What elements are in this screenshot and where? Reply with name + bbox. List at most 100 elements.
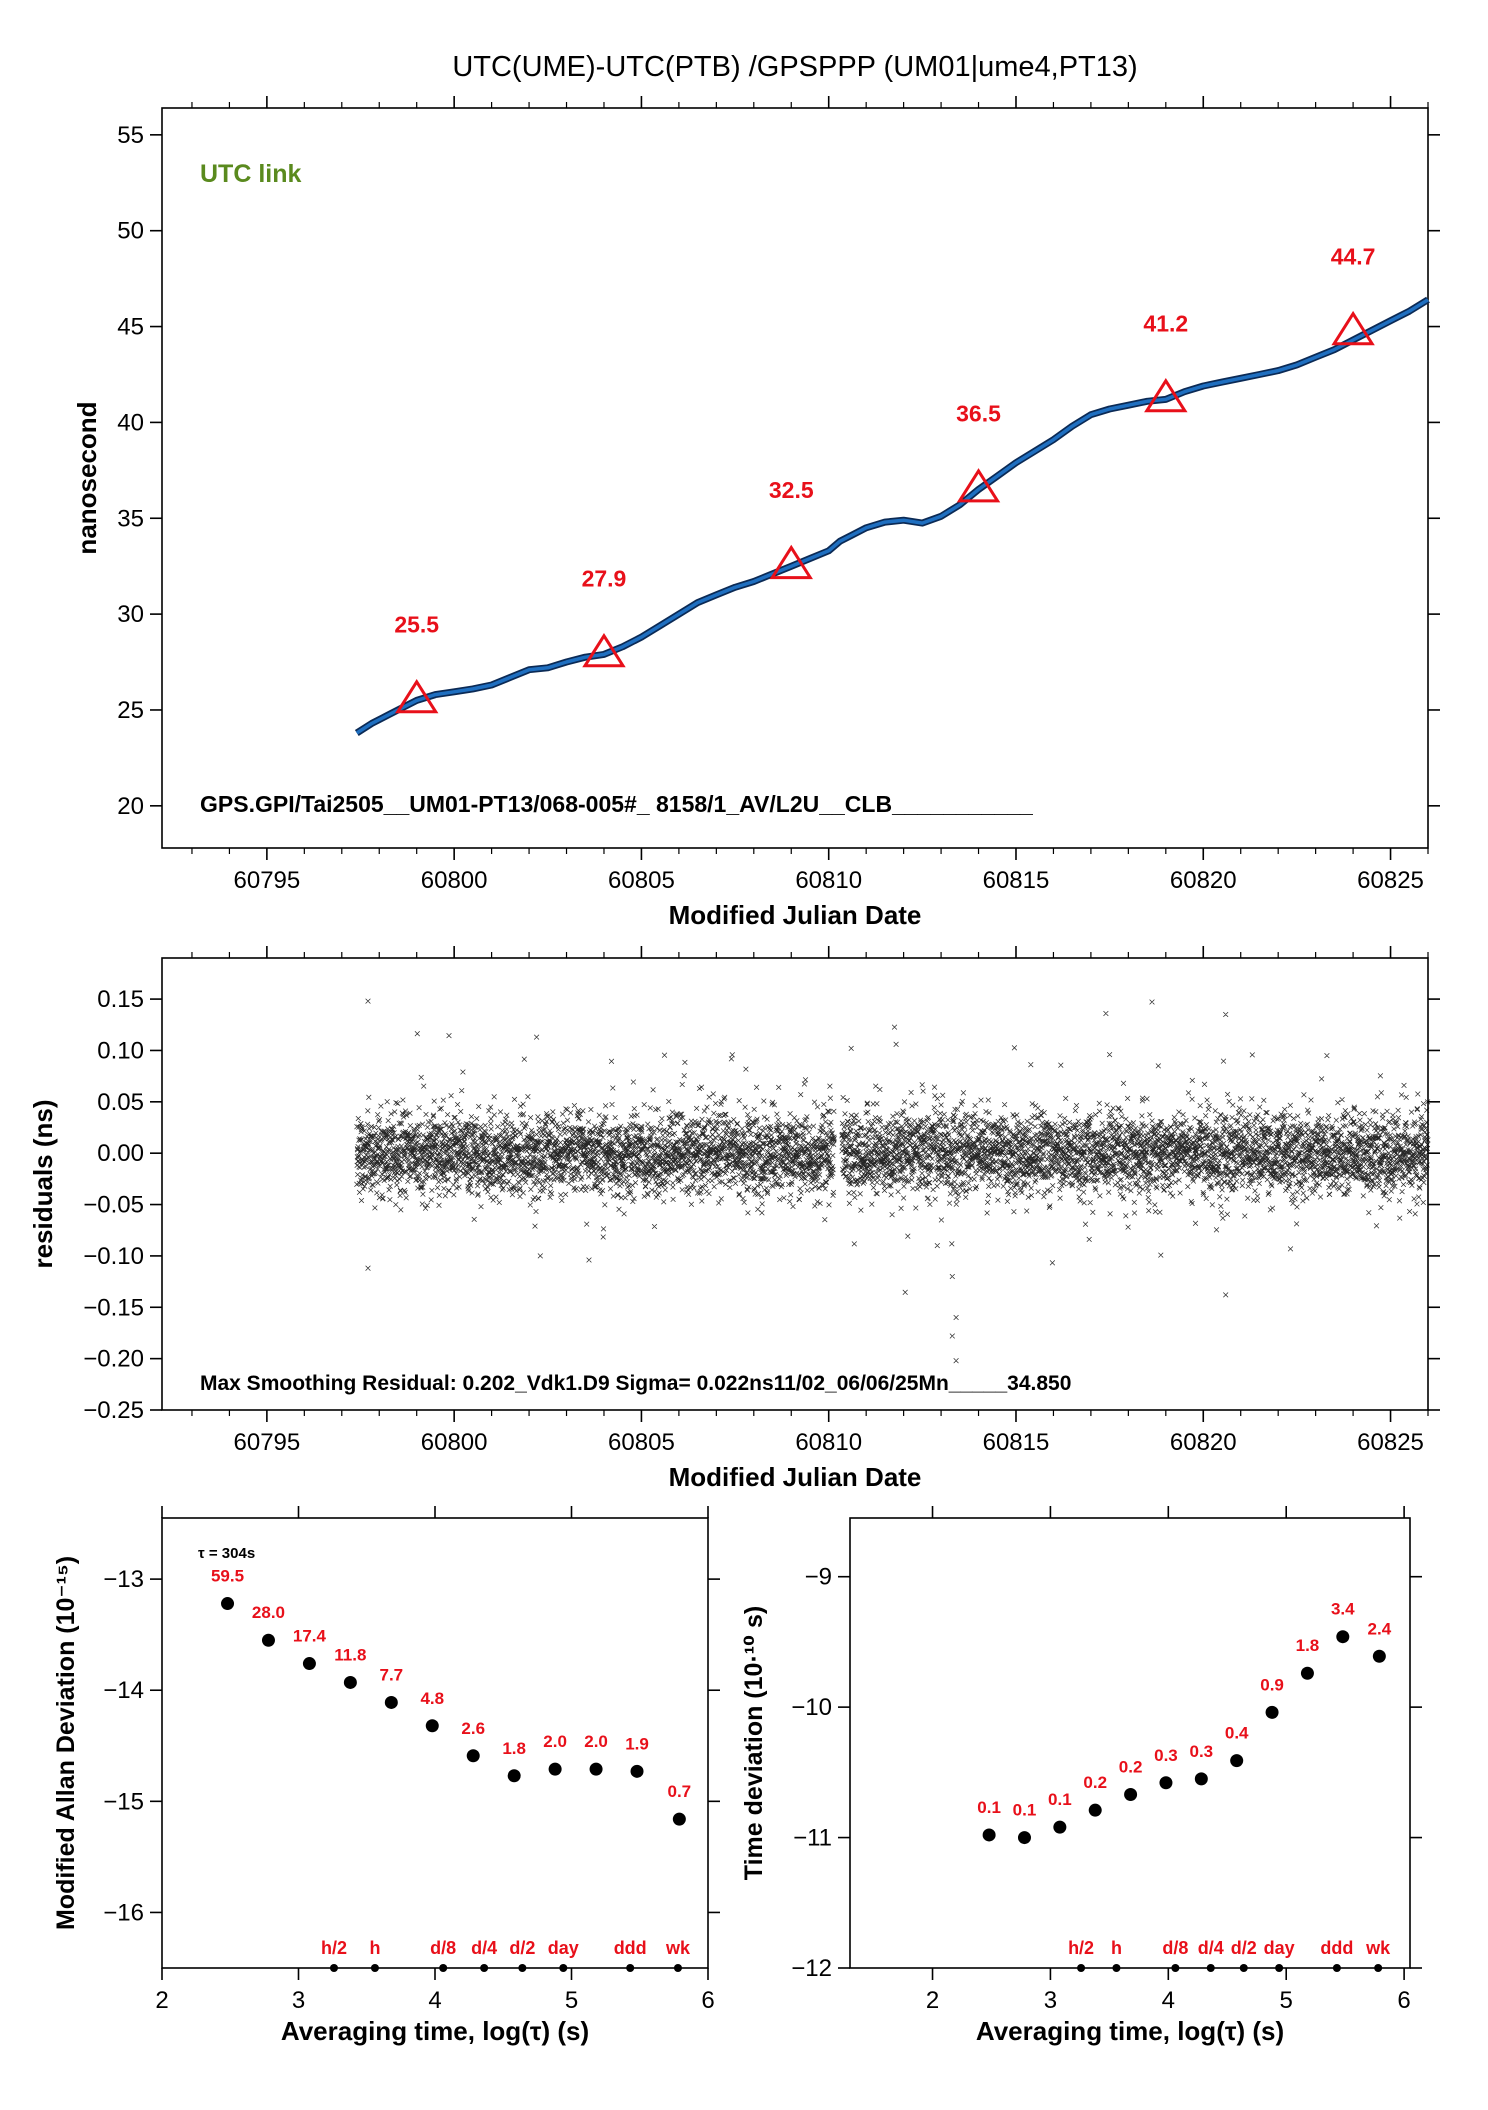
stability-point (507, 1769, 521, 1783)
stability-point (1159, 1776, 1173, 1790)
baseline-tick-dot (1171, 1964, 1180, 1972)
residuals-footer-text: Max Smoothing Residual: 0.202_Vdk1.D9 Si… (200, 1372, 1071, 1395)
y-tick-label: 30 (117, 601, 144, 628)
x-axis-label: Modified Julian Date (669, 900, 922, 930)
stability-point-label: 0.7 (668, 1782, 692, 1801)
stability-point-label: 59.5 (211, 1567, 244, 1586)
y-tick-label: 0.10 (97, 1037, 144, 1064)
chart-tdev: 2 3 4 5 6 −9 −10 −11 −12 Averaging time, log(τ) (… (740, 1506, 1422, 2046)
x-axis-label: Averaging time, log(τ) (s) (976, 2016, 1284, 2046)
stability-point-label: 0.3 (1190, 1742, 1214, 1761)
x-tick-label: 60805 (608, 1429, 675, 1456)
tau-note: τ = 304s (198, 1545, 255, 1562)
stability-point (589, 1762, 603, 1776)
series-line-outline (354, 296, 1430, 736)
x-tick-label: 5 (1280, 1987, 1293, 2014)
y-tick-label: −13 (103, 1566, 144, 1593)
x-tick-label: 2 (926, 1987, 939, 2014)
y-tick-label: −0.20 (83, 1346, 144, 1373)
y-tick-label: −10 (791, 1694, 832, 1721)
baseline-tick-label: ddd (1320, 1938, 1353, 1958)
baseline-tick-dot (1077, 1964, 1086, 1972)
baseline-tick-dot (673, 1964, 682, 1972)
page-title: UTC(UME)-UTC(PTB) /GPSPPP (UM01|ume4,PT1… (452, 51, 1137, 83)
stability-point (425, 1719, 439, 1733)
y-tick-label: −0.15 (83, 1294, 144, 1321)
chart-link: 60795 60800 60805 60810 60815 60820 60825 20 25 3… (72, 96, 1440, 930)
y-tick-label: −0.10 (83, 1243, 144, 1270)
stability-point (982, 1828, 996, 1842)
baseline-tick-label: h/2 (1068, 1938, 1094, 1958)
x-tick-label: 60820 (1170, 867, 1237, 894)
x-axis-label: Modified Julian Date (669, 1462, 922, 1492)
marker-label: 27.9 (582, 565, 627, 591)
x-tick-label: 3 (292, 1987, 305, 2014)
x-tick-label: 60805 (608, 867, 675, 894)
baseline-tick-dot (559, 1964, 568, 1972)
stability-point (1053, 1820, 1067, 1834)
baseline-tick-label: wk (665, 1938, 691, 1958)
marker-label: 36.5 (956, 401, 1001, 427)
y-tick-label: −0.25 (83, 1397, 144, 1424)
stability-point-label: 0.1 (1048, 1790, 1072, 1809)
x-tick-label: 4 (1162, 1987, 1175, 2014)
stability-point (1124, 1788, 1138, 1802)
stability-point (384, 1695, 398, 1709)
stability-point (466, 1749, 480, 1763)
x-tick-label: 60800 (421, 867, 488, 894)
stability-point (1017, 1831, 1031, 1845)
x-tick-label: 2 (155, 1987, 168, 2014)
stability-point (630, 1764, 644, 1778)
stability-point (1194, 1772, 1208, 1786)
baseline-tick-label: day (1264, 1938, 1295, 1958)
y-tick-label: 45 (117, 314, 144, 341)
stability-point (261, 1633, 275, 1647)
marker-label: 32.5 (769, 477, 814, 503)
marker-triangle (769, 544, 813, 580)
x-tick-label: 60810 (795, 867, 862, 894)
stability-point (548, 1762, 562, 1776)
y-tick-label: −15 (103, 1788, 144, 1815)
x-tick-label: 60800 (421, 1429, 488, 1456)
stability-point-label: 2.4 (1368, 1619, 1392, 1638)
x-tick-label: 3 (1044, 1987, 1057, 2014)
x-tick-label: 60825 (1357, 867, 1424, 894)
chart-residuals: 60795 60800 60805 60810 60815 60820 60825 −0.25… (28, 946, 1440, 1492)
x-tick-label: 60795 (234, 867, 301, 894)
stability-point-label: 2.6 (461, 1719, 485, 1738)
marker-label: 25.5 (394, 611, 439, 637)
y-tick-label: 0.05 (97, 1089, 144, 1116)
chart-mdev: 2 3 4 5 6 −13 −14 −15 −16 Averaging time, log(τ) … (52, 1506, 720, 2046)
baseline-tick-dot (518, 1964, 527, 1972)
baseline-tick-dot (626, 1964, 635, 1972)
y-tick-label: −9 (805, 1564, 832, 1591)
y-axis-label: Modified Allan Deviation (10⁻¹⁵) (52, 1556, 80, 1930)
baseline-tick-dot (1112, 1964, 1121, 1972)
baseline-tick-label: h (369, 1938, 380, 1958)
y-axis-label: Time deviation (10·¹⁰ s) (740, 1606, 768, 1880)
y-tick-label: 0.15 (97, 986, 144, 1013)
baseline-tick-label: d/4 (471, 1938, 497, 1958)
y-tick-label: −14 (103, 1677, 144, 1704)
baseline-tick-dot (370, 1964, 379, 1972)
marker-triangle (1331, 310, 1375, 346)
stability-point (1230, 1754, 1244, 1768)
x-tick-label: 60810 (795, 1429, 862, 1456)
marker-triangle (1144, 377, 1188, 413)
baseline-tick-dot (329, 1964, 338, 1972)
stability-point (672, 1812, 686, 1826)
stability-point-label: 7.7 (379, 1665, 403, 1684)
baseline-tick-dot (1374, 1964, 1383, 1972)
stability-point-label: 0.2 (1083, 1773, 1107, 1792)
baseline-tick-dot (1239, 1964, 1248, 1972)
baseline-tick-label: d/2 (1231, 1938, 1257, 1958)
x-tick-label: 6 (1397, 1987, 1410, 2014)
stability-point (221, 1597, 235, 1611)
x-axis-label: Averaging time, log(τ) (s) (281, 2016, 589, 2046)
baseline-tick-label: d/2 (509, 1938, 535, 1958)
x-tick-label: 60815 (983, 867, 1050, 894)
y-tick-label: −0.05 (83, 1192, 144, 1219)
y-tick-label: 25 (117, 697, 144, 724)
stability-point-label: 3.4 (1331, 1600, 1355, 1619)
